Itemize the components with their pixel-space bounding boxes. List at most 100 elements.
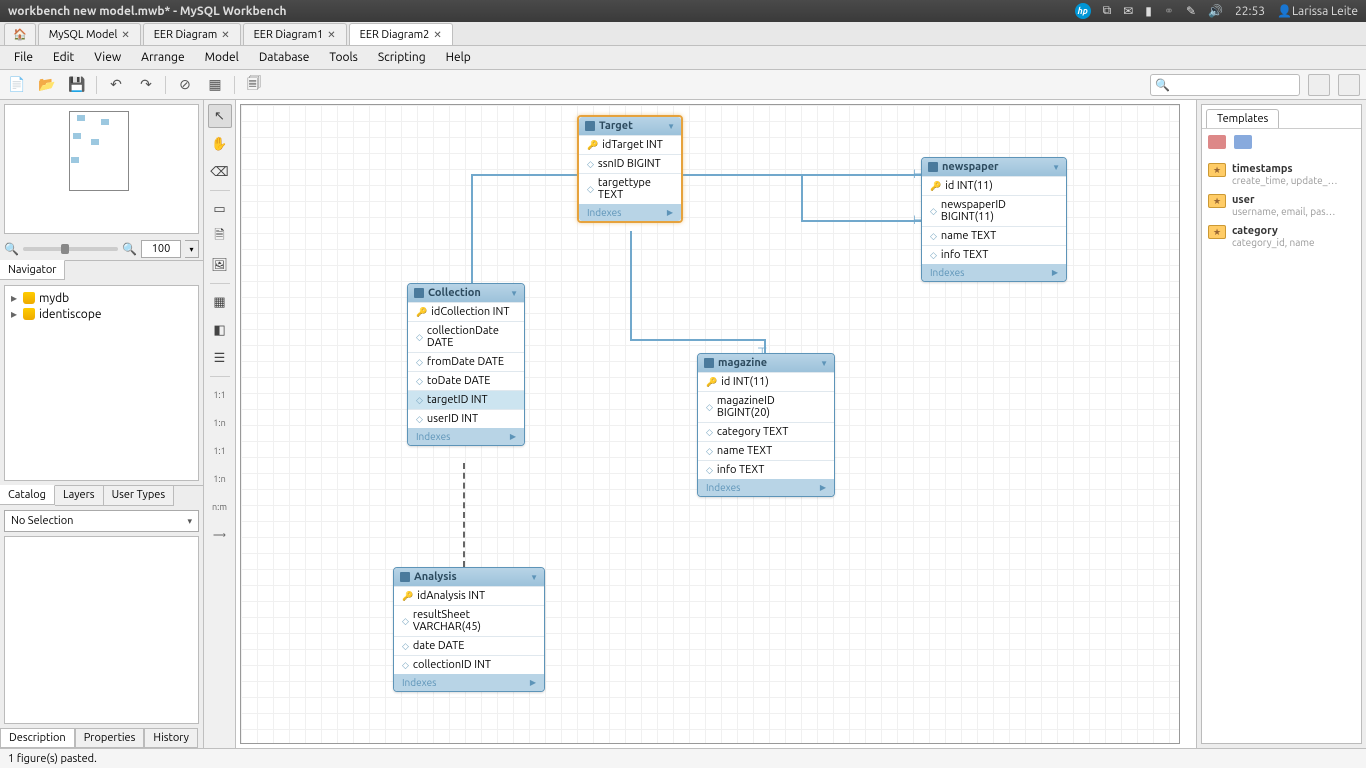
rel-1-n-tool-icon[interactable]: 1:n [208, 411, 232, 435]
clock[interactable]: 22:53 [1235, 5, 1265, 18]
erd-column[interactable]: collectionDate DATE [408, 321, 524, 352]
erd-table-header[interactable]: newspaper▼ [922, 158, 1066, 176]
erd-table-target[interactable]: Target▼idTarget INTssnID BIGINTtargettyp… [577, 115, 683, 223]
menu-view[interactable]: View [86, 49, 129, 66]
home-tab[interactable]: 🏠 [4, 23, 36, 45]
bottom-tab-properties[interactable]: Properties [75, 728, 145, 748]
erd-indexes-row[interactable]: Indexes▶ [922, 264, 1066, 281]
bottom-tab-history[interactable]: History [144, 728, 198, 748]
eraser-tool-icon[interactable]: ⌫ [208, 160, 232, 184]
bottom-tab-description[interactable]: Description [0, 728, 75, 748]
collapse-icon[interactable]: ▼ [530, 573, 538, 582]
erd-column[interactable]: newspaperID BIGINT(11) [922, 195, 1066, 226]
collapse-icon[interactable]: ▼ [820, 359, 828, 368]
template-type-b-icon[interactable] [1234, 135, 1252, 149]
bluetooth-icon[interactable]: ⚭ [1164, 4, 1174, 18]
schema-tree[interactable]: ▸mydb▸identiscope [4, 285, 199, 481]
erd-column[interactable]: date DATE [394, 636, 544, 655]
routine-tool-icon[interactable]: ☰ [208, 346, 232, 370]
erd-column[interactable]: name TEXT [698, 441, 834, 460]
erd-table-header[interactable]: Collection▼ [408, 284, 524, 302]
erd-indexes-row[interactable]: Indexes▶ [698, 479, 834, 496]
erd-column[interactable]: toDate DATE [408, 371, 524, 390]
erd-column[interactable]: category TEXT [698, 422, 834, 441]
hand-tool-icon[interactable]: ✋ [208, 132, 232, 156]
mail-icon[interactable]: ✉ [1123, 4, 1133, 18]
erd-indexes-row[interactable]: Indexes▶ [394, 674, 544, 691]
undo-icon[interactable]: ↶ [105, 74, 127, 96]
erd-indexes-row[interactable]: Indexes▶ [408, 428, 524, 445]
collapse-icon[interactable]: ▼ [1052, 163, 1060, 172]
zoom-dropdown[interactable]: ▾ [185, 240, 199, 258]
brightness-icon[interactable]: ✎ [1186, 4, 1196, 18]
close-icon[interactable]: ✕ [433, 29, 441, 41]
expand-icon[interactable]: ▶ [1052, 268, 1058, 277]
expand-icon[interactable]: ▶ [667, 208, 673, 217]
menu-edit[interactable]: Edit [45, 49, 82, 66]
note-tool-icon[interactable]: 🗎 [208, 225, 232, 249]
menu-tools[interactable]: Tools [321, 49, 366, 66]
menu-file[interactable]: File [6, 49, 41, 66]
erd-table-newspaper[interactable]: newspaper▼id INT(11)newspaperID BIGINT(1… [921, 157, 1067, 282]
erd-column[interactable]: id INT(11) [922, 176, 1066, 195]
erd-table-collection[interactable]: Collection▼idCollection INTcollectionDat… [407, 283, 525, 446]
collapse-icon[interactable]: ▼ [510, 289, 518, 298]
expand-icon[interactable]: ▶ [820, 483, 826, 492]
templates-tab[interactable]: Templates [1206, 109, 1279, 128]
redo-icon[interactable]: ↷ [135, 74, 157, 96]
battery-icon[interactable]: ▮ [1145, 4, 1152, 18]
menu-arrange[interactable]: Arrange [133, 49, 192, 66]
image-tool-icon[interactable]: 🖼 [208, 253, 232, 277]
erd-column[interactable]: resultSheet VARCHAR(45) [394, 605, 544, 636]
template-item[interactable]: ★userusername, email, pas… [1206, 190, 1357, 221]
erd-column[interactable]: ssnID BIGINT [579, 154, 681, 173]
user-menu[interactable]: 👤 Larissa Leite [1277, 4, 1358, 18]
menu-help[interactable]: Help [438, 49, 479, 66]
zoom-in-icon[interactable]: 🔍 [122, 242, 137, 256]
template-item[interactable]: ★categorycategory_id, name [1206, 221, 1357, 252]
side-tab-catalog[interactable]: Catalog [0, 485, 55, 505]
erd-column[interactable]: magazineID BIGINT(20) [698, 391, 834, 422]
tool-a-icon[interactable]: ⊘ [174, 74, 196, 96]
erd-indexes-row[interactable]: Indexes▶ [579, 204, 681, 221]
rel-place-tool-icon[interactable]: ⟶ [208, 523, 232, 547]
menu-database[interactable]: Database [251, 49, 318, 66]
erd-table-header[interactable]: Analysis▼ [394, 568, 544, 586]
erd-column[interactable]: info TEXT [922, 245, 1066, 264]
erd-column[interactable]: targettype TEXT [579, 173, 681, 204]
zoom-value[interactable]: 100 [141, 240, 181, 258]
erd-column[interactable]: fromDate DATE [408, 352, 524, 371]
expand-icon[interactable]: ▶ [510, 432, 516, 441]
view-tool-icon[interactable]: ◧ [208, 318, 232, 342]
side-tab-user-types[interactable]: User Types [104, 486, 175, 506]
erd-table-header[interactable]: magazine▼ [698, 354, 834, 372]
erd-column[interactable]: id INT(11) [698, 372, 834, 391]
expand-icon[interactable]: ▸ [9, 307, 19, 321]
erd-column[interactable]: userID INT [408, 409, 524, 428]
navigator-tab[interactable]: Navigator [0, 260, 65, 280]
menu-model[interactable]: Model [197, 49, 247, 66]
rel-1-1b-tool-icon[interactable]: 1:1 [208, 439, 232, 463]
schema-item[interactable]: ▸mydb [9, 290, 194, 306]
diagram-canvas-container[interactable]: ⊢ ⊢ ⊤ Target▼idTarget INTssnID BIGINTtar… [236, 100, 1196, 748]
zoom-out-icon[interactable]: 🔍 [4, 242, 19, 256]
search-input[interactable] [1174, 79, 1295, 91]
new-file-icon[interactable]: 📄 [6, 74, 28, 96]
collapse-icon[interactable]: ▼ [667, 122, 675, 131]
side-tab-layers[interactable]: Layers [55, 486, 104, 506]
document-tab[interactable]: EER Diagram1✕ [243, 23, 347, 45]
volume-icon[interactable]: 🔊 [1208, 4, 1223, 18]
erd-column[interactable]: collectionID INT [394, 655, 544, 674]
erd-table-header[interactable]: Target▼ [579, 117, 681, 135]
selection-dropdown[interactable]: No Selection ▾ [4, 510, 199, 532]
erd-column[interactable]: name TEXT [922, 226, 1066, 245]
schema-item[interactable]: ▸identiscope [9, 306, 194, 322]
layer-tool-icon[interactable]: ▭ [208, 197, 232, 221]
rel-1-nb-tool-icon[interactable]: 1:n [208, 467, 232, 491]
close-icon[interactable]: ✕ [327, 29, 335, 41]
navigator-preview[interactable] [4, 104, 199, 234]
rel-n-m-tool-icon[interactable]: n:m [208, 495, 232, 519]
table-tool-icon[interactable]: ▦ [208, 290, 232, 314]
grid-icon[interactable]: ▦ [204, 74, 226, 96]
diagram-canvas[interactable]: ⊢ ⊢ ⊤ Target▼idTarget INTssnID BIGINTtar… [240, 104, 1180, 744]
